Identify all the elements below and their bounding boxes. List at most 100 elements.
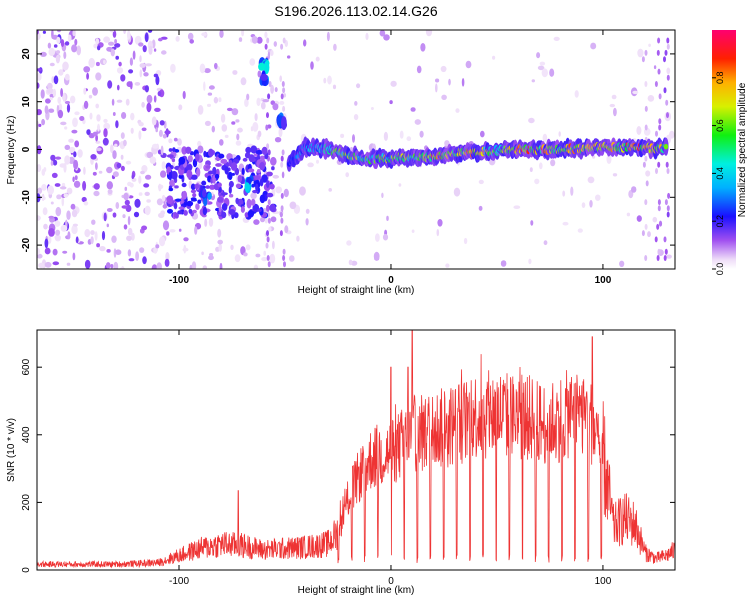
heatmap-cell (88, 94, 93, 99)
heatmap-cell (204, 218, 208, 227)
heatmap-cell (244, 98, 249, 108)
heatmap-cell (55, 206, 62, 217)
heatmap-ytick-label: -20 (21, 237, 32, 252)
heatmap-cell (246, 198, 252, 209)
heatmap-cell (237, 175, 243, 183)
heatmap-cell (181, 146, 187, 155)
heatmap-cell (106, 166, 113, 174)
heatmap-cell (663, 255, 667, 261)
heatmap-cell (144, 85, 149, 93)
heatmap-cell (190, 174, 198, 180)
heatmap-cell (160, 36, 168, 40)
heatmap-cell (666, 254, 672, 259)
heatmap-cell (550, 159, 556, 167)
heatmap-cell (64, 100, 71, 105)
heatmap-cell (260, 101, 266, 110)
heatmap-cell (303, 39, 307, 47)
heatmap-cell (280, 192, 284, 199)
heatmap-cell (162, 204, 168, 209)
colorbar-tick-label: 0.2 (715, 215, 725, 228)
heatmap-cell (168, 148, 173, 152)
heatmap-cell (127, 30, 131, 40)
heatmap-cell (95, 134, 98, 142)
heatmap-cell (279, 75, 283, 82)
heatmap-cell (59, 186, 67, 190)
heatmap-cell (114, 39, 117, 44)
snr-plot-area (37, 330, 675, 570)
heatmap-cell (71, 224, 78, 235)
heatmap-cell (553, 36, 560, 42)
heatmap-cell (195, 153, 200, 162)
heatmap-cell (123, 224, 128, 230)
heatmap-cell (129, 182, 134, 188)
heatmap-cell (107, 189, 113, 195)
heatmap-cell (539, 61, 546, 66)
heatmap-cell (121, 266, 125, 269)
heatmap-cell (201, 251, 204, 256)
heatmap-cell (260, 73, 268, 81)
heatmap-cell (299, 186, 306, 196)
heatmap-cell (102, 137, 109, 146)
heatmap-cells (37, 30, 675, 269)
heatmap-cell (267, 93, 271, 100)
heatmap-cell (110, 144, 114, 153)
heatmap-cell (83, 201, 89, 206)
heatmap-cell (224, 134, 229, 138)
heatmap-cell (274, 137, 282, 143)
heatmap-cell (166, 231, 170, 236)
heatmap-cell (116, 99, 123, 103)
heatmap-cell (54, 220, 61, 227)
heatmap-cell (500, 260, 507, 267)
heatmap-cell (201, 32, 207, 37)
heatmap-cell (51, 172, 58, 178)
colorbar-tick-label: 0.6 (715, 119, 725, 132)
heatmap-cell (328, 188, 333, 192)
heatmap-cell (261, 257, 268, 262)
heatmap-cell (115, 249, 122, 255)
heatmap-cell (663, 143, 669, 150)
heatmap-cell (262, 99, 270, 103)
heatmap-cell (241, 167, 245, 175)
heatmap-cell (280, 43, 284, 50)
heatmap-cell (352, 134, 355, 143)
heatmap-cell (282, 105, 286, 112)
colorbar-gradient (712, 30, 736, 269)
heatmap-cell (93, 190, 100, 197)
heatmap-cell (189, 39, 194, 44)
heatmap-cell (250, 145, 258, 154)
heatmap-cell (44, 247, 51, 255)
heatmap-cell (60, 88, 63, 97)
heatmap-cell (43, 223, 48, 230)
heatmap-cell (182, 247, 189, 252)
heatmap-cell (657, 37, 661, 44)
heatmap-cell (266, 37, 270, 44)
heatmap-cell (169, 229, 176, 233)
heatmap-cell (103, 118, 108, 123)
heatmap-cell (244, 212, 249, 218)
heatmap-cell (62, 92, 66, 103)
heatmap-cell (235, 119, 240, 123)
heatmap-cell (666, 211, 670, 218)
heatmap-cell (195, 203, 200, 210)
heatmap-cell (641, 56, 645, 63)
heatmap-cell (156, 198, 163, 206)
heatmap-cell (283, 93, 287, 98)
heatmap-cell (191, 261, 197, 269)
heatmap-cell (644, 81, 648, 87)
heatmap-cell (261, 146, 268, 155)
heatmap-cell (115, 202, 120, 209)
heatmap-ytick-label: 0 (21, 146, 32, 152)
heatmap-cell (269, 203, 276, 212)
heatmap-cell (37, 68, 42, 72)
heatmap-cell (656, 49, 660, 56)
heatmap-cell (259, 178, 264, 187)
snr-xtick-label: 0 (388, 576, 394, 587)
heatmap-cell (655, 130, 658, 137)
heatmap-cell (148, 45, 153, 55)
heatmap-cell (178, 206, 185, 210)
heatmap-cell (254, 175, 261, 180)
heatmap-cell (175, 198, 182, 202)
heatmap-cell (141, 127, 147, 132)
heatmap-cell (453, 187, 461, 197)
heatmap-cell (64, 126, 68, 130)
